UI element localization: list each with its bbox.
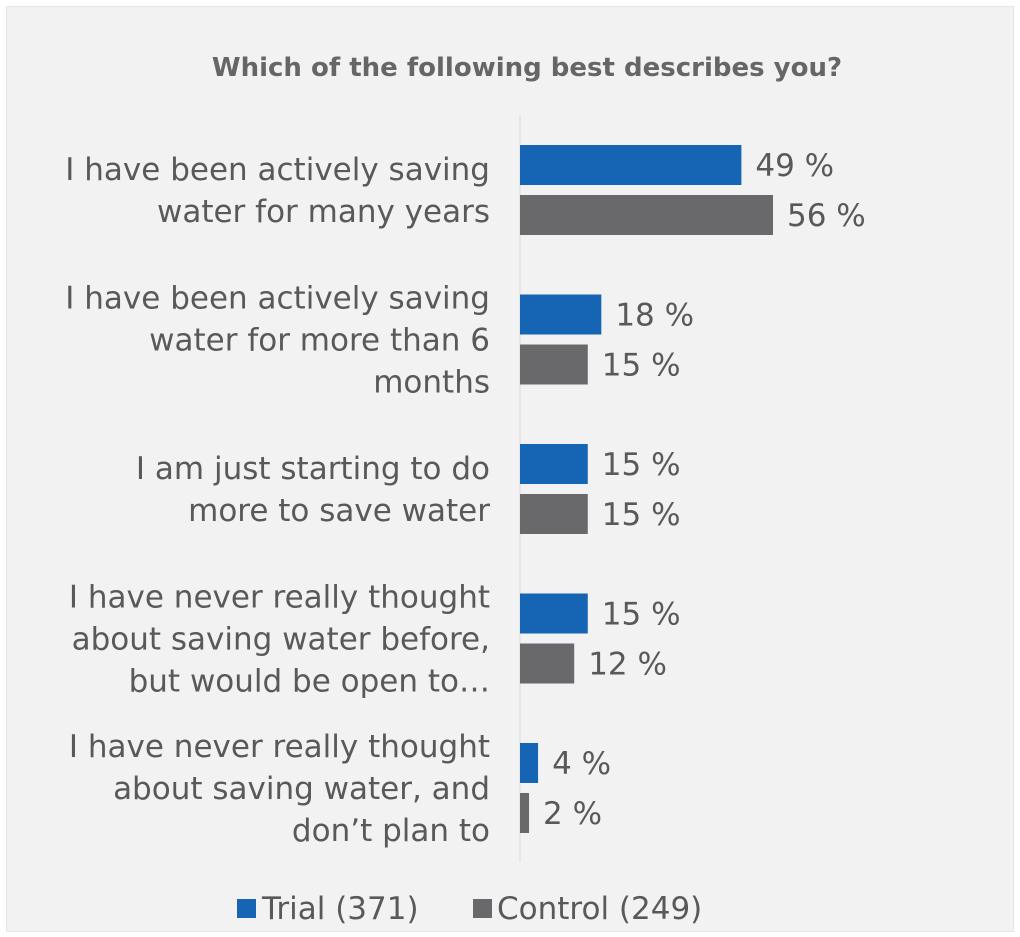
data-label: 15 % [602,497,681,533]
legend-label: Control (249) [497,891,702,927]
category-label-line: but would be open to… [129,664,490,700]
category-label-line: about saving water before, [72,622,490,658]
plot-area: I have been actively saving water for man… [65,145,866,849]
legend-swatch [237,899,256,918]
bar-control [520,494,588,534]
category-label-line: I am just starting to do [136,451,490,487]
bar-trial [520,145,742,185]
category-label-line: I have been actively saving [65,152,490,188]
data-label: 4 % [552,746,611,782]
bar-control [520,344,588,385]
data-label: 12 % [588,647,667,683]
category-label-line: months [373,365,490,401]
category-label: I have never really thought about saving … [69,729,490,849]
category-label-line: don’t plan to [292,813,490,849]
bar-control [520,643,575,684]
category-label: I have never really thought about saving … [69,580,490,700]
bar-control [520,793,530,833]
legend-label: Trial (371) [261,891,419,927]
category-label-line: I have never really thought [69,580,490,616]
bar-trial [520,593,588,634]
category-label-line: more to save water [188,493,490,529]
category-label-line: about saving water, and [113,771,490,807]
category-label-line: water for many years [157,194,490,230]
chart-frame [6,6,1014,932]
bar-trial [520,743,539,783]
category-label: I have been actively saving water for man… [65,152,490,230]
chart-title: Which of the following best describes yo… [212,53,842,83]
bar-trial [520,294,602,335]
category-label: I have been actively saving water for mor… [65,281,490,401]
data-label: 2 % [543,796,602,832]
data-label: 49 % [755,148,834,184]
bar-control [520,195,773,235]
category-label-line: I have been actively saving [65,281,490,317]
data-label: 15 % [602,447,681,483]
legend-swatch [473,899,492,918]
data-label: 56 % [787,198,866,234]
bar-trial [520,444,588,484]
data-label: 15 % [602,597,681,633]
legend: Trial (371) Control (249) [237,891,702,927]
data-label: 15 % [602,348,681,384]
data-label: 18 % [615,298,694,334]
category-label-line: I have never really thought [69,729,490,765]
category-label: I am just starting to do more to save wat… [136,451,490,529]
category-label-line: water for more than 6 [149,323,490,359]
